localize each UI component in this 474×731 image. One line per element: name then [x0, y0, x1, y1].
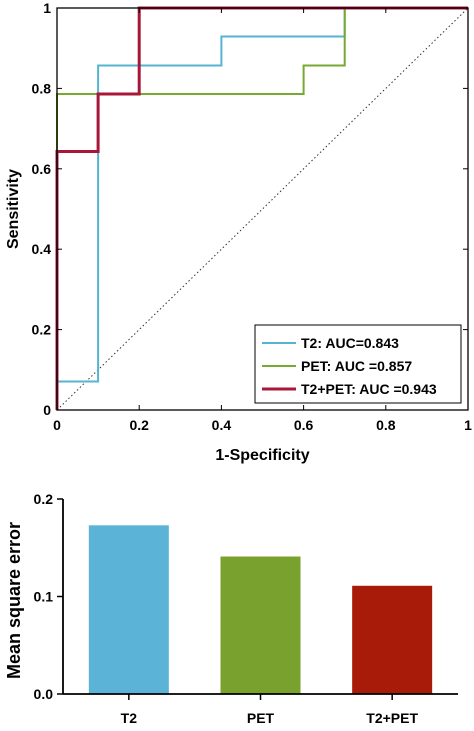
roc-x-tick-label: 0.8	[376, 417, 396, 433]
roc-y-tick-label: 0.2	[32, 322, 52, 338]
bar-y-tick-label: 0.2	[34, 491, 54, 507]
bar-y-axis-title: Mean square error	[4, 522, 24, 679]
legend-label-1: PET: AUC =0.857	[301, 358, 412, 374]
bar-0	[88, 525, 169, 694]
roc-x-axis-title: 1-Specificity	[215, 447, 309, 464]
roc-y-tick-label: 0.4	[32, 241, 52, 257]
roc-x-tick-label: 0.6	[294, 417, 314, 433]
roc-y-tick-label: 0	[43, 402, 51, 418]
bar-y-tick-label: 0.1	[34, 589, 54, 605]
roc-chart: 0 0.2 0.4 0.6 0.8 1 0 0.2 0.4 0.6 0.8 1 1-Specificit…	[5, 0, 472, 464]
bar-2	[352, 585, 433, 694]
bar-1	[220, 556, 301, 694]
mse-bar-chart: T2 PET T2+PET 0.0 0.1 0.2 Mean square error	[4, 491, 458, 726]
bar-category-label: PET	[247, 710, 275, 726]
roc-x-tick-label: 1	[464, 417, 472, 433]
roc-y-tick-label: 0.8	[32, 80, 52, 96]
legend-label-0: T2: AUC=0.843	[301, 335, 399, 351]
roc-x-tick-label: 0	[53, 417, 61, 433]
bar-y-tick-label: 0.0	[34, 686, 54, 702]
roc-y-tick-label: 0.6	[32, 161, 52, 177]
roc-series-line-1	[56, 7, 468, 152]
legend-label-2: T2+PET: AUC =0.943	[301, 381, 437, 397]
bar-category-label: T2	[121, 710, 138, 726]
roc-legend: T2: AUC=0.843 PET: AUC =0.857 T2+PET: AUC …	[254, 324, 462, 404]
roc-x-tick-label: 0.4	[212, 417, 232, 433]
roc-y-axis-title: Sensitivity	[5, 169, 22, 249]
roc-y-tick-label: 1	[43, 0, 51, 16]
roc-plot-frame	[56, 7, 469, 411]
roc-x-tick-label: 0.2	[129, 417, 149, 433]
bar-category-label: T2+PET	[366, 710, 418, 726]
